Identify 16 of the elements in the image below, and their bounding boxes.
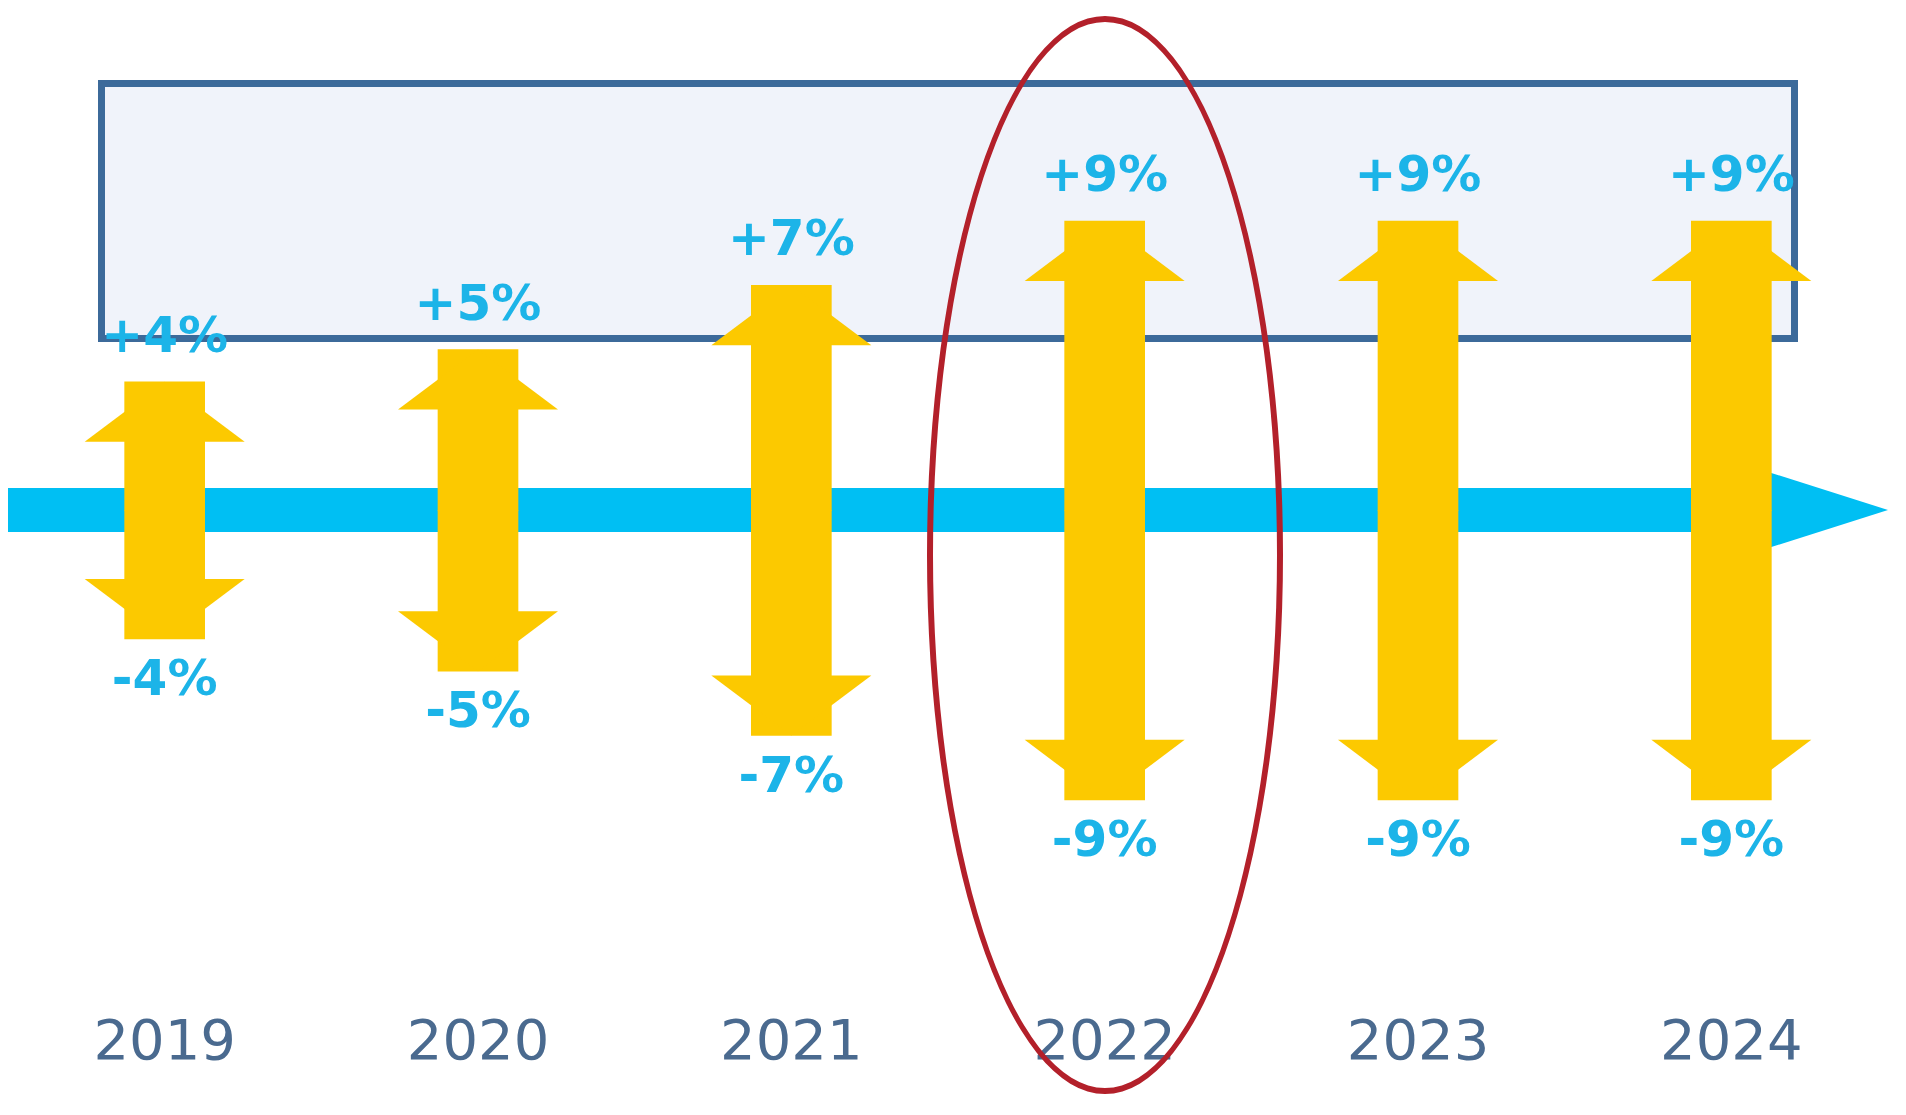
- data-label: +9%: [1354, 144, 1482, 203]
- data-label: -7%: [738, 745, 845, 804]
- x-tick-label: 2023: [1346, 1006, 1490, 1072]
- x-tick-label: 2024: [1660, 1006, 1803, 1072]
- data-label: -4%: [111, 649, 218, 708]
- data-label: +7%: [727, 209, 855, 268]
- data-label: -9%: [1051, 809, 1158, 868]
- x-tick-label: 2022: [1033, 1006, 1176, 1072]
- x-tick-label: 2020: [406, 1006, 550, 1072]
- data-label: -9%: [1678, 809, 1785, 868]
- data-label: -9%: [1365, 809, 1471, 868]
- data-label: +9%: [1041, 144, 1169, 203]
- x-tick-label: 2019: [93, 1006, 236, 1072]
- data-label: -5%: [425, 681, 531, 740]
- x-tick-label: 2021: [720, 1006, 863, 1072]
- data-label: +5%: [414, 273, 542, 332]
